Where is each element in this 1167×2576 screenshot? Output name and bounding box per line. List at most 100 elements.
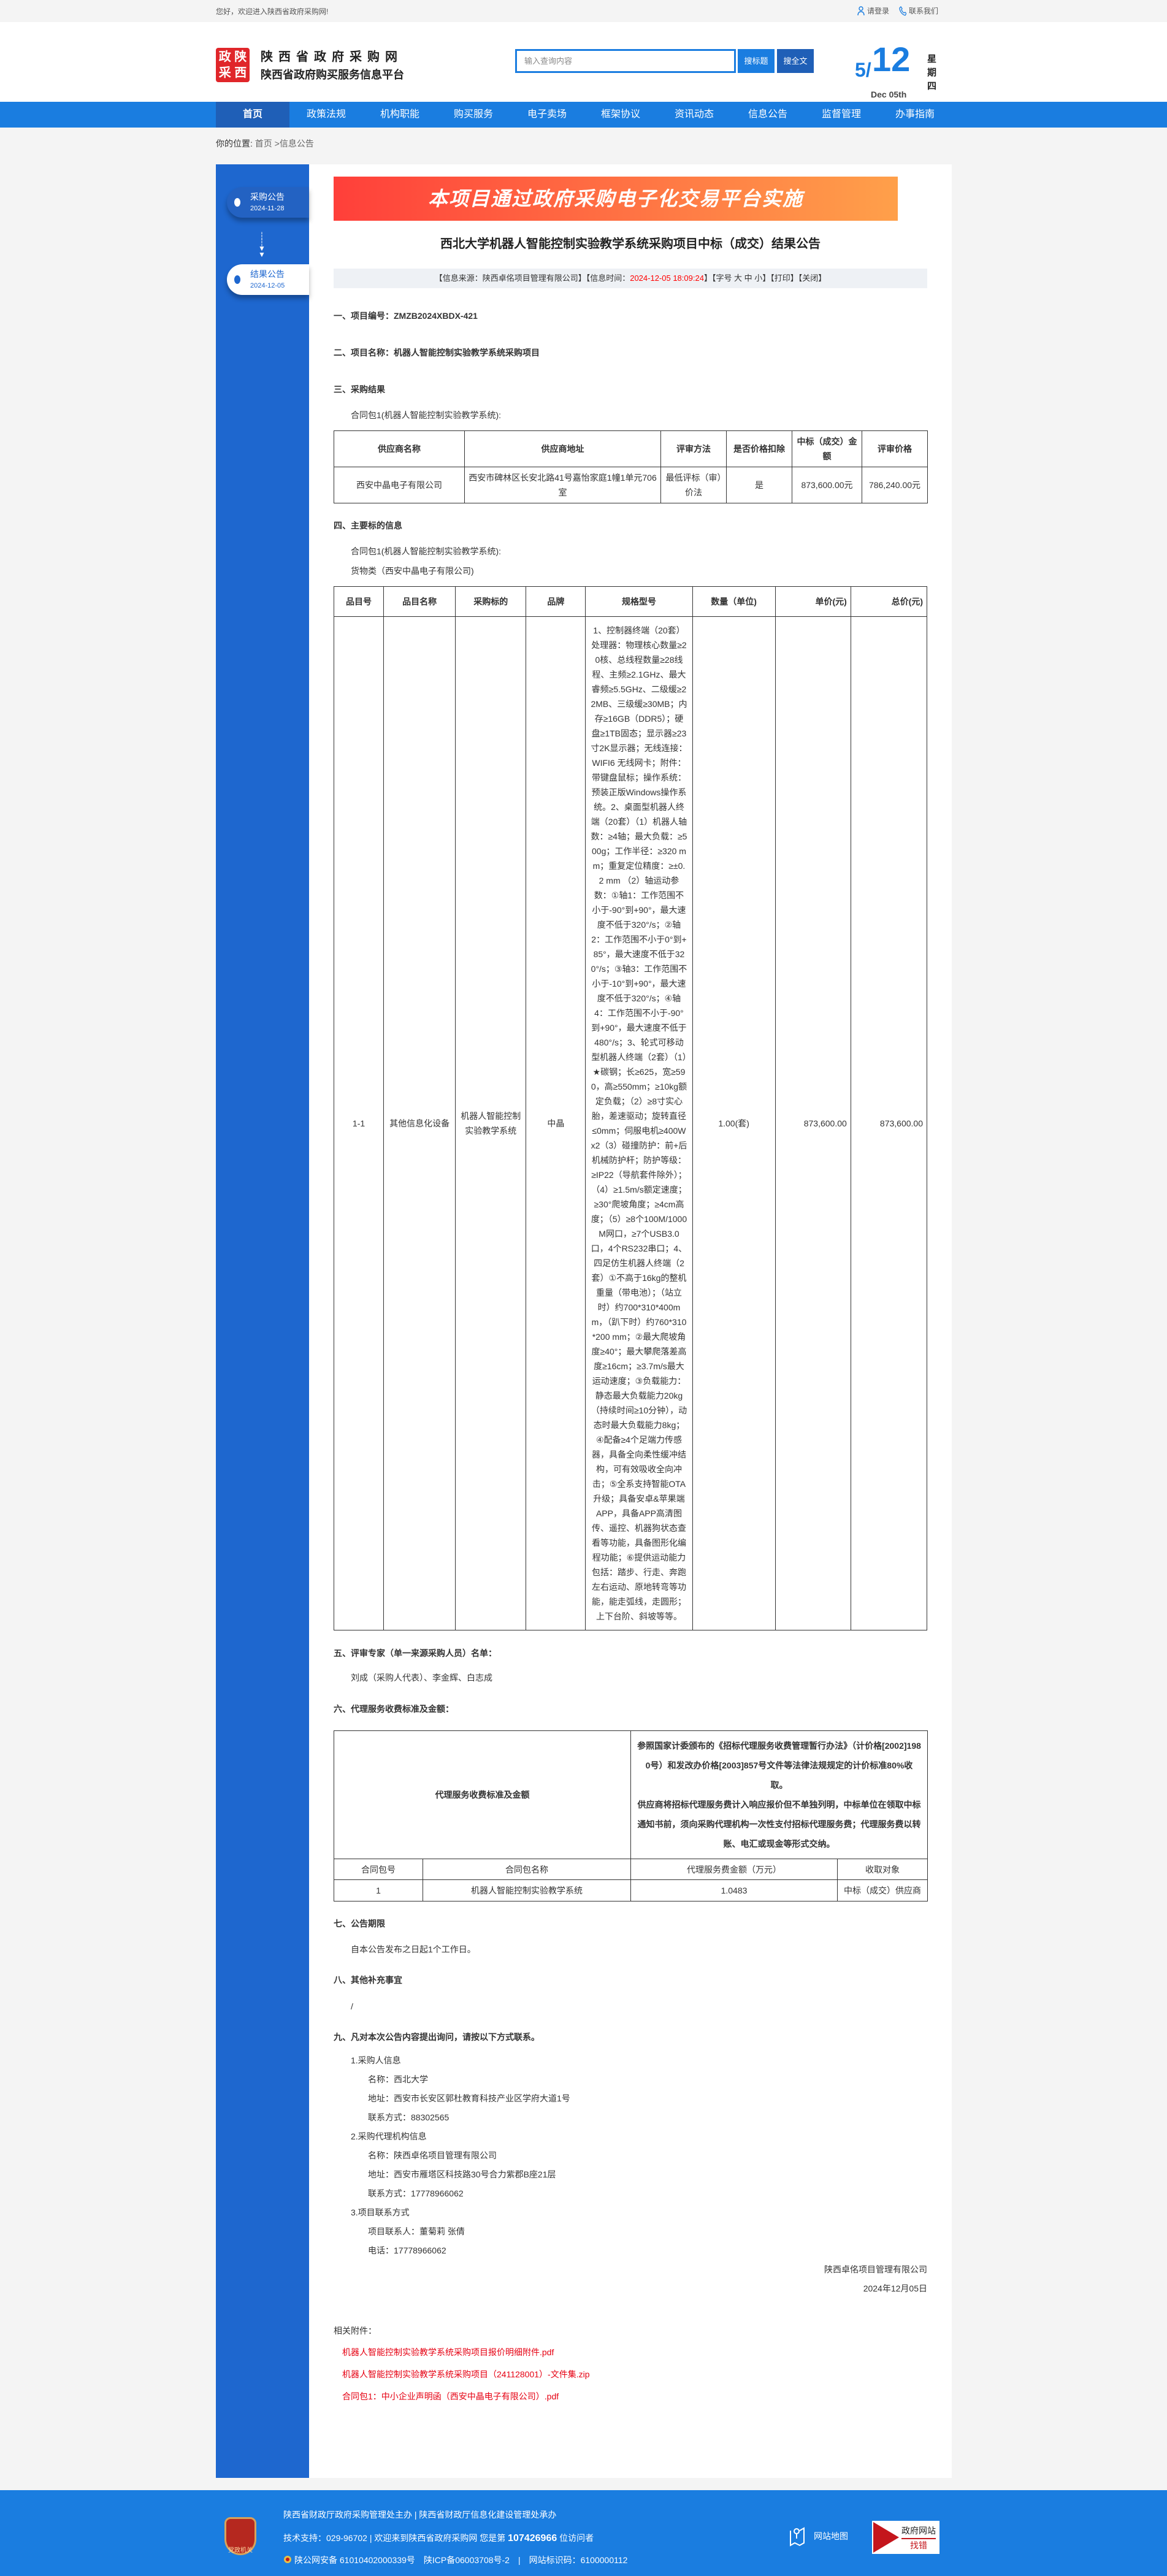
- timeline-label: 采购公告: [250, 192, 285, 202]
- badge-text: 党政机关: [228, 2547, 253, 2554]
- nav-announcements[interactable]: 信息公告: [748, 109, 787, 120]
- attachment-link[interactable]: 机器人智能控制实验教学系统采购项目报价明细附件.pdf: [342, 2347, 554, 2357]
- signature-date: 2024年12月05日: [863, 2284, 927, 2293]
- notice-period: 自本公告发布之日起1个工作日。: [351, 1944, 476, 1954]
- arrow-down-icon: ┆ ┆ ▼ ▼: [258, 232, 266, 259]
- items-table: 品目号 品目名称 采购标的 品牌 规格型号 数量（单位) 单价(元) 总价(元) 1-1 其他信…: [333, 586, 928, 1630]
- item-spec: 1、控制器终端（20套）处理器：物理核心数量≥20核、总线程数量≥28线程、主频…: [585, 616, 693, 1630]
- package-no: 1: [334, 1879, 423, 1901]
- login-label: 请登录: [867, 7, 890, 15]
- table-row: 西安中晶电子有限公司 西安市碑林区长安北路41号嘉怡家庭1幢1单元706室 最低评标…: [334, 467, 928, 503]
- logo-char: 采: [218, 66, 231, 80]
- buyer-title: 1.采购人信息: [351, 2055, 401, 2065]
- section-label: 一、项目编号：: [334, 311, 394, 321]
- search-fulltext-button[interactable]: 搜全文: [777, 49, 814, 73]
- govt-site-error-report[interactable]: 政府网站 找错: [872, 2521, 939, 2554]
- login-link[interactable]: 请登录: [857, 6, 889, 16]
- buyer-phone: 联系方式：88302565: [368, 2112, 450, 2122]
- top-bar: 您好，欢迎进入陕西省政府采购网! 请登录 联系我们: [0, 0, 1167, 22]
- breadcrumb-home[interactable]: 首页: [254, 139, 272, 148]
- main-container: 采购公告 2024-11-28 ┆ ┆ ▼ ▼ 结果公告 2024-12-05 本项目…: [216, 164, 952, 2478]
- package-label: 合同包1(机器人智能控制实验教学系统):: [351, 410, 501, 420]
- support-text-end: 位访问者: [557, 2533, 594, 2543]
- support-text: 技术支持：029-96702 | 欢迎来到陕西省政府采购网 您是第: [283, 2533, 508, 2543]
- breadcrumb-current[interactable]: >信息公告: [272, 139, 314, 148]
- dot-icon: [234, 275, 240, 284]
- timeline-label: 结果公告: [250, 269, 285, 279]
- timeline-procurement-notice[interactable]: 采购公告 2024-11-28: [227, 187, 309, 218]
- fee-description: 参照国家计委颁布的《招标代理服务收费管理暂行办法》（计价格[2002]1980号…: [630, 1730, 928, 1859]
- section-6-heading: 六、代理服务收费标准及金额：: [334, 1704, 454, 1714]
- col-header: 供应商名称: [334, 430, 465, 467]
- date-english: Dec 05th: [871, 90, 907, 99]
- expert-names: 刘成（采购人代表）、李金辉、白志成: [351, 1673, 492, 1683]
- col-header: 收取对象: [837, 1859, 928, 1880]
- col-header: 规格型号: [585, 586, 693, 617]
- section-4-heading: 四、主要标的信息: [334, 521, 402, 530]
- logo-char: 西: [234, 66, 247, 80]
- nav-framework[interactable]: 框架协议: [600, 109, 640, 120]
- award-amount: 873,600.00元: [792, 467, 862, 503]
- dot-icon: [234, 198, 240, 207]
- nav-institution[interactable]: 机构职能: [380, 109, 419, 120]
- attachments-title: 相关附件：: [334, 2326, 377, 2336]
- project-contact-phone: 电话：17778966062: [368, 2245, 446, 2255]
- police-emblem-icon: [284, 2556, 291, 2563]
- err-top: 政府网站: [901, 2526, 936, 2536]
- footer-organizers: 陕西省财政厅政府采购管理处主办 | 陕西省财政厅信息化建设管理处承办: [283, 2510, 557, 2520]
- nav-purchase-service[interactable]: 购买服务: [453, 109, 493, 120]
- date-day: 12: [872, 40, 911, 78]
- col-header: 采购标的: [455, 586, 527, 617]
- section-2: 二、项目名称：机器人智能控制实验教学系统采购项目: [334, 348, 540, 357]
- header: 政陕采西 陕西省政府采购网 陕西省政府购买服务信息平台 输入查询内容 搜标题 搜…: [0, 22, 1167, 102]
- section-3-heading: 三、采购结果: [334, 384, 385, 394]
- info-tools[interactable]: 】【字号 大 中 小】【打印】【关闭】: [703, 273, 827, 283]
- nav-e-mall[interactable]: 电子卖场: [527, 109, 567, 120]
- sitemap-link[interactable]: 网站地图: [789, 2526, 848, 2547]
- project-contact-title: 3.项目联系方式: [351, 2207, 410, 2217]
- section-5-heading: 五、评审专家（单一来源采购人员）名单：: [334, 1648, 497, 1658]
- nav-policy[interactable]: 政策法规: [306, 109, 346, 120]
- eval-method: 最低评标（审）价法: [660, 467, 727, 503]
- nav-guide[interactable]: 办事指南: [895, 109, 935, 120]
- logo-char: 政: [218, 50, 231, 64]
- project-contact-person: 项目联系人：董菊莉 张倩: [368, 2226, 465, 2236]
- info-time: 2024-12-05 18:09:24: [630, 273, 704, 283]
- weekday: 星期四: [927, 54, 937, 91]
- party-govt-badge[interactable]: 党政机关: [224, 2517, 256, 2555]
- timeline-sidebar: 采购公告 2024-11-28 ┆ ┆ ▼ ▼ 结果公告 2024-12-05: [216, 164, 309, 2478]
- timeline-date: 2024-12-05: [250, 282, 285, 289]
- search-input[interactable]: 输入查询内容: [515, 49, 736, 73]
- col-header: 评审价格: [862, 430, 928, 467]
- user-icon: [857, 6, 865, 15]
- agent-phone: 联系方式：17778966062: [368, 2188, 464, 2198]
- platform-banner: 本项目通过政府采购电子化交易平台实施: [334, 177, 898, 221]
- icp-text[interactable]: 陕公网安备 61010402000339号 陕ICP备06003708号-2 |…: [294, 2555, 628, 2565]
- nav-home[interactable]: 首页: [216, 102, 289, 128]
- item-target: 机器人智能控制实验教学系统: [455, 616, 527, 1630]
- date-month: 5/: [855, 59, 871, 81]
- search-title-button[interactable]: 搜标题: [738, 49, 775, 73]
- section-7-heading: 七、公告期限: [334, 1919, 385, 1928]
- col-header: 品目名称: [383, 586, 456, 617]
- attachments-list: 机器人智能控制实验教学系统采购项目报价明细附件.pdf 机器人智能控制实验教学系…: [334, 2341, 927, 2407]
- article: 本项目通过政府采购电子化交易平台实施 西北大学机器人智能控制实验教学系统采购项目…: [309, 164, 952, 2478]
- col-header: 数量（单位): [692, 586, 776, 617]
- timeline-date: 2024-11-28: [250, 205, 285, 212]
- page-title: 西北大学机器人智能控制实验教学系统采购项目中标（成交）结果公告: [440, 237, 821, 251]
- attachment-link[interactable]: 机器人智能控制实验教学系统采购项目（241128001）-文件集.zip: [342, 2369, 590, 2379]
- result-table: 供应商名称 供应商地址 评审方法 是否价格扣除 中标（成交）金额 评审价格 西安中晶电子有…: [334, 430, 928, 503]
- info-bar: 【信息来源：陕西卓佲项目管理有限公司】【信息时间：2024-12-05 18:0…: [334, 269, 927, 288]
- timeline-result-notice[interactable]: 结果公告 2024-12-05: [227, 264, 309, 295]
- col-header: 品牌: [526, 586, 586, 617]
- col-header: 是否价格扣除: [726, 430, 792, 467]
- nav-supervision[interactable]: 监督管理: [821, 109, 861, 120]
- contact-link[interactable]: 联系我们: [899, 6, 938, 16]
- site-logo[interactable]: 政陕采西: [216, 48, 250, 82]
- nav-news[interactable]: 资讯动态: [674, 109, 714, 120]
- magnifier-icon: [873, 2522, 899, 2553]
- fee-desc-1: 参照国家计委颁布的《招标代理服务收费管理暂行办法》（计价格[2002]1980号…: [637, 1741, 921, 1790]
- phone-icon: [899, 6, 907, 16]
- err-bottom: 找错: [901, 2538, 936, 2551]
- attachment-link[interactable]: 合同包1：中小企业声明函（西安中晶电子有限公司）.pdf: [342, 2391, 559, 2401]
